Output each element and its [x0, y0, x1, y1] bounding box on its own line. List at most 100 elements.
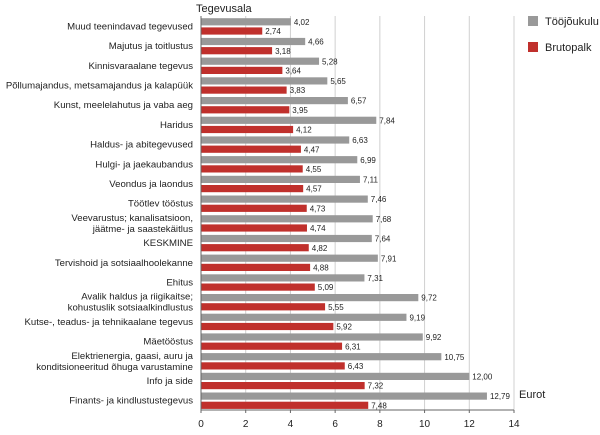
bar-value-label: 3,64: [285, 67, 301, 76]
bar-value-label: 7,64: [375, 235, 391, 244]
bar-value-label: 7,84: [379, 116, 395, 125]
category-label: Majutus ja toitlustus: [109, 41, 193, 52]
bar: [201, 136, 350, 144]
category-label: Haridus: [160, 120, 193, 131]
bar-value-label: 4,02: [294, 18, 310, 27]
bar-value-label: 2,74: [265, 27, 281, 36]
bar-value-label: 9,72: [421, 294, 437, 303]
bar-value-label: 4,47: [304, 145, 320, 154]
bar: [201, 342, 343, 350]
bar: [201, 195, 368, 203]
bar: [201, 175, 360, 183]
bar: [201, 66, 283, 74]
x-tick-label: 6: [332, 419, 338, 430]
bar: [201, 303, 326, 311]
category-label: Tervishoid ja sotsiaalhoolekanne: [55, 258, 193, 269]
bar: [201, 204, 307, 212]
x-tick-label: 14: [508, 419, 520, 430]
bar-value-label: 5,65: [330, 77, 346, 86]
bar: [201, 37, 306, 46]
bar: [201, 224, 307, 232]
category-label: Töötlev tööstus: [128, 199, 193, 210]
bar: [201, 18, 291, 26]
category-label: Veevarustus; kanalisatsioon, jäätme- ja s…: [71, 213, 193, 235]
bar: [201, 47, 273, 55]
category-label: Põllumajandus, metsamajandus ja kalapüük: [6, 80, 193, 91]
bar-value-label: 5,92: [336, 323, 352, 332]
x-tick-label: 10: [419, 419, 431, 430]
bar-value-label: 7,46: [371, 195, 387, 204]
bar: [201, 382, 365, 390]
bar-value-label: 5,28: [322, 57, 338, 66]
bar: [201, 333, 423, 341]
bar: [201, 372, 470, 380]
bar-value-label: 3,95: [292, 106, 308, 115]
bar-value-label: 4,82: [312, 244, 328, 253]
bars: 4,02 2,74 4,66 3,18 5,28 3,64 5,65 3,83 6,57 3,95…: [201, 18, 511, 410]
bar: [201, 322, 334, 331]
bar: [201, 263, 311, 271]
legend-label-tootjoukulu: Tööjõukulu: [545, 16, 599, 28]
category-label: Kutse-, teadus- ja tehnikaalane tegevus: [24, 317, 193, 328]
category-label: Hulgi- ja jaekaubandus: [95, 159, 193, 170]
bar: [201, 244, 309, 252]
category-label: Haldus- ja abitegevused: [90, 140, 193, 151]
category-label: Mäetööstus: [143, 337, 193, 348]
x-tick-label: 12: [464, 419, 476, 430]
category-label: Kunst, meelelahutus ja vaba aeg: [54, 100, 193, 111]
category-label: Veondus ja laondus: [109, 179, 193, 190]
legend-label-brutopalk: Brutopalk: [545, 42, 592, 54]
bar-value-label: 6,57: [351, 97, 367, 106]
bar-value-label: 5,55: [328, 303, 344, 312]
bar-value-label: 5,09: [318, 283, 334, 292]
bar: [201, 362, 345, 370]
category-label: Kinnisvaraalane tegevus: [88, 61, 193, 72]
bar-value-label: 3,18: [275, 47, 291, 56]
x-tick-label: 4: [288, 419, 294, 430]
bar-value-label: 12,79: [490, 392, 511, 401]
bar: [201, 57, 320, 65]
bar: [201, 215, 373, 223]
bar: [201, 106, 290, 114]
bar: [201, 234, 372, 243]
bar-value-label: 4,57: [306, 185, 322, 194]
x-tick-label: 8: [377, 419, 383, 430]
bar-value-label: 4,73: [310, 204, 326, 213]
bar-value-label: 4,66: [308, 38, 324, 47]
category-label: Muud teenindavad tegevused: [67, 21, 193, 32]
bar: [201, 274, 365, 282]
x-tick-label: 0: [198, 419, 204, 430]
bar: [201, 254, 378, 262]
category-label: Elektrienergia, gaasi, auru ja konditsion…: [36, 351, 193, 373]
bar-value-label: 4,74: [310, 224, 326, 233]
bar: [201, 294, 419, 302]
bar: [201, 77, 328, 85]
bar-value-label: 9,19: [409, 313, 425, 322]
category-labels: Muud teenindavad tegevused Majutus ja toi…: [6, 21, 194, 406]
bar-value-label: 6,63: [352, 136, 368, 145]
x-axis-title: Eurot: [519, 389, 545, 401]
bar-value-label: 6,43: [348, 362, 364, 371]
bar: [201, 185, 304, 193]
bar-value-label: 4,55: [306, 165, 322, 174]
category-label: Avalik haldus ja riigikaitse; kohustuslik…: [68, 292, 194, 314]
y-axis-title: Tegevusala: [196, 3, 253, 15]
category-label: Info ja side: [147, 376, 193, 387]
bar-value-label: 7,31: [367, 274, 383, 283]
bar: [201, 313, 407, 321]
bar-value-label: 6,99: [360, 156, 376, 165]
bar: [201, 156, 358, 164]
bar: [201, 86, 287, 94]
legend: Tööjõukulu Brutopalk: [528, 16, 599, 54]
x-tick-label: 2: [243, 419, 249, 430]
bar: [201, 165, 303, 173]
bar-value-label: 9,92: [426, 333, 442, 342]
category-label: Finants- ja kindlustustegevus: [69, 396, 193, 407]
bar: [201, 392, 487, 400]
bar-value-label: 4,88: [313, 264, 329, 273]
bar-value-label: 7,32: [368, 382, 384, 391]
bar-value-label: 3,83: [290, 86, 306, 95]
bar-value-label: 12,00: [472, 373, 493, 382]
bar: [201, 353, 442, 361]
